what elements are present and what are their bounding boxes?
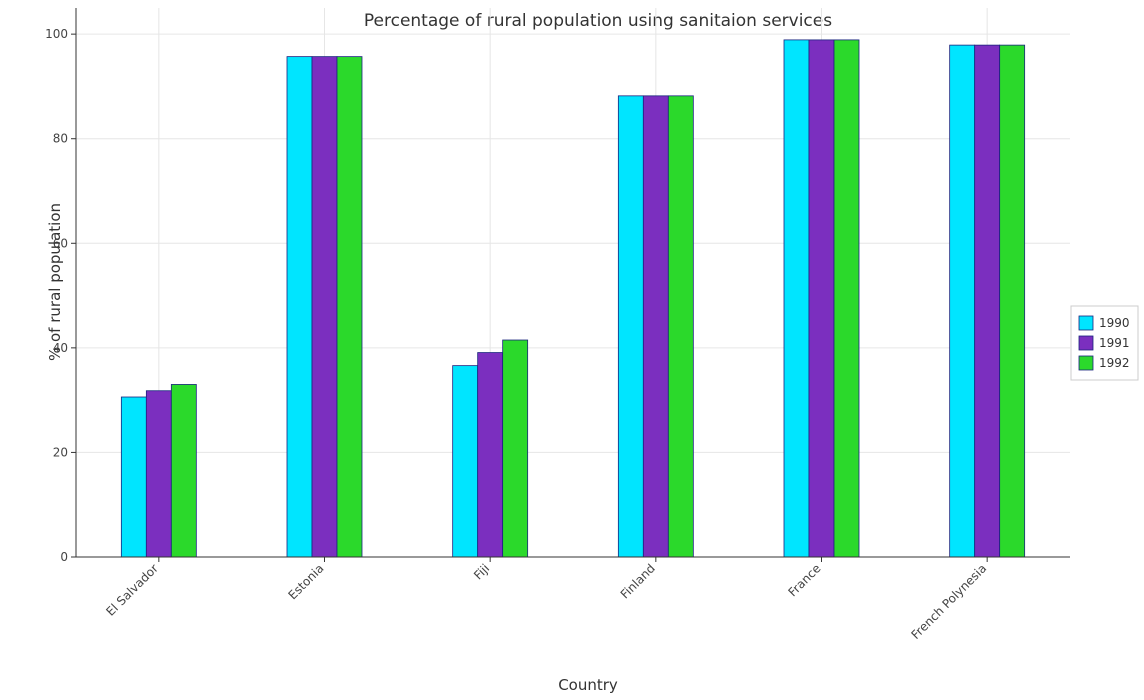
bar-1991-french-polynesia [974, 44, 1001, 558]
legend-label-1990: 1990 [1099, 316, 1130, 330]
bar-1991-france [808, 39, 835, 558]
bar-1991-estonia [311, 56, 338, 558]
legend: 1990 1991 1992 [1070, 305, 1139, 381]
bars [120, 39, 1026, 558]
y-axis-ticks: 0 20 40 60 80 100 [45, 27, 76, 564]
bar-1992-french-polynesia [999, 44, 1026, 558]
bar-1990-estonia [286, 56, 313, 558]
bar-1992-el-salvador [170, 384, 197, 558]
x-tick-label: Fiji [471, 561, 492, 582]
x-axis-label: Country [558, 676, 618, 694]
bar-1991-finland [642, 95, 669, 558]
bar-1992-estonia [336, 56, 363, 558]
y-tick-label: 80 [53, 132, 68, 146]
y-tick-label: 40 [53, 341, 68, 355]
bar-1991-el-salvador [145, 390, 172, 558]
legend-label-1991: 1991 [1099, 336, 1130, 350]
bar-1990-finland [617, 95, 644, 558]
y-tick-label: 100 [45, 27, 68, 41]
x-axis-ticks: El Salvador Estonia Fiji Finland France Frenc… [103, 557, 989, 642]
y-tick-label: 60 [53, 236, 68, 250]
bar-1990-france [783, 39, 810, 558]
x-tick-label: French Polynesia [909, 561, 990, 642]
x-tick-label: El Salvador [103, 561, 161, 619]
x-tick-label: France [786, 561, 824, 599]
chart-title: Percentage of rural population using san… [364, 11, 832, 31]
bar-1992-fiji [502, 339, 529, 558]
x-tick-label: Finland [618, 561, 658, 601]
bar-1992-france [833, 39, 860, 558]
bar-1990-el-salvador [120, 396, 147, 558]
bar-1990-french-polynesia [949, 44, 976, 558]
bar-1990-fiji [452, 365, 479, 558]
grid [76, 8, 1070, 558]
legend-swatch-1991 [1078, 335, 1094, 351]
bar-1992-finland [667, 95, 694, 558]
x-tick-label: Estonia [285, 561, 326, 602]
legend-swatch-1990 [1078, 315, 1094, 331]
y-axis-label: % of rural population [46, 203, 64, 361]
y-tick-label: 20 [53, 445, 68, 459]
bar-1991-fiji [477, 352, 504, 558]
y-tick-label: 0 [60, 550, 68, 564]
legend-label-1992: 1992 [1099, 356, 1130, 370]
legend-swatch-1992 [1078, 355, 1094, 371]
